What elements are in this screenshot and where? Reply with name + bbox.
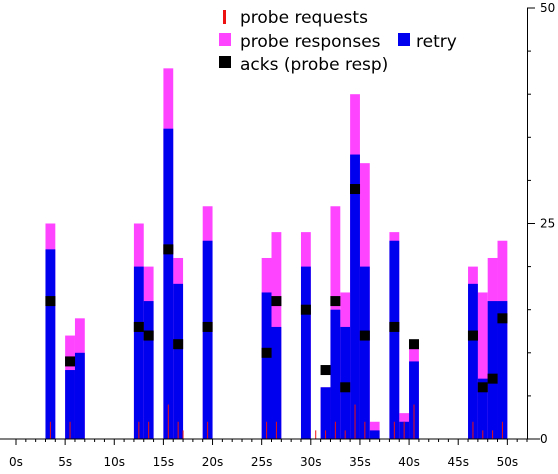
retry-bar xyxy=(271,326,282,439)
ack-marker xyxy=(350,184,361,195)
retry-bar xyxy=(163,128,174,439)
ack-marker xyxy=(202,321,213,332)
x-tick-label: 35s xyxy=(349,455,371,469)
retry-bar xyxy=(320,387,331,439)
legend: probe requests probe responses retry acks (… xyxy=(219,8,457,75)
retry-bar xyxy=(350,154,360,440)
x-tick-label: 5s xyxy=(58,455,72,469)
retry-bar xyxy=(389,240,400,439)
ack-marker xyxy=(163,244,174,255)
legend-label: retry xyxy=(416,32,457,52)
retry-bar xyxy=(477,378,488,439)
x-tick-label: 0s xyxy=(9,455,23,469)
ack-marker xyxy=(65,356,76,367)
retry-bar xyxy=(359,266,370,439)
x-tick-label: 50s xyxy=(497,455,519,469)
retry-bar xyxy=(468,283,478,439)
retry-bar xyxy=(330,309,341,439)
ack-marker xyxy=(173,339,184,350)
retry-bar xyxy=(487,301,498,439)
ack-marker xyxy=(340,382,351,393)
retry-bar xyxy=(409,361,419,439)
ack-marker xyxy=(408,339,419,350)
x-tick-label: 15s xyxy=(153,455,175,469)
ack-marker xyxy=(45,296,56,307)
ack-marker xyxy=(133,321,144,332)
plot-area xyxy=(45,68,508,440)
ack-marker xyxy=(497,313,508,324)
ack-marker xyxy=(389,321,400,332)
ack-marker xyxy=(320,365,331,376)
retry-bar xyxy=(143,301,154,439)
legend-label: acks (probe resp) xyxy=(240,55,388,75)
x-tick-label: 40s xyxy=(398,455,420,469)
ack-marker xyxy=(300,304,311,315)
retry-bar xyxy=(133,266,144,439)
ack-marker xyxy=(330,296,341,307)
ack-marker xyxy=(261,347,272,358)
ack-marker xyxy=(487,373,498,384)
y-tick-label: 25 xyxy=(540,217,555,231)
legend-swatch xyxy=(223,10,226,24)
retry-bar xyxy=(45,249,56,439)
x-tick-label: 30s xyxy=(300,455,322,469)
retry-bar xyxy=(202,240,213,439)
ack-marker xyxy=(359,330,370,341)
y-tick-label: 50 xyxy=(540,1,555,15)
ack-marker xyxy=(271,296,282,307)
retry-bar xyxy=(497,301,508,439)
legend-swatch xyxy=(398,33,410,46)
x-tick-label: 10s xyxy=(104,455,126,469)
legend-swatch xyxy=(219,33,231,46)
retry-bar xyxy=(300,266,311,439)
retry-bar xyxy=(173,283,184,439)
x-tick-label: 20s xyxy=(202,455,224,469)
ack-marker xyxy=(477,382,488,393)
ack-marker xyxy=(143,330,154,341)
x-tick-label: 25s xyxy=(251,455,273,469)
legend-label: probe responses xyxy=(240,32,381,52)
legend-swatch xyxy=(219,56,231,68)
x-tick-label: 45s xyxy=(447,455,469,469)
probe-response-bar xyxy=(477,292,488,439)
retry-bar xyxy=(65,370,75,439)
ack-marker xyxy=(467,330,478,341)
legend-label: probe requests xyxy=(240,8,368,28)
retry-bar xyxy=(74,352,85,439)
retry-bar xyxy=(369,430,380,439)
retry-bar xyxy=(261,292,272,439)
y-tick-label: 0 xyxy=(540,432,548,446)
